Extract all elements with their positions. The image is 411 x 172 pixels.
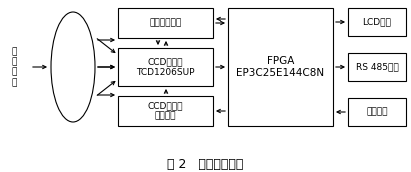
Text: 信号调理电路: 信号调理电路: [149, 19, 182, 28]
Bar: [118, 96, 213, 126]
Ellipse shape: [51, 12, 95, 122]
Text: CCD传感器
TCD1206SUP: CCD传感器 TCD1206SUP: [136, 57, 195, 77]
Text: LCD显示: LCD显示: [363, 18, 391, 26]
Bar: [348, 8, 406, 36]
Text: 图 2   系统组成框图: 图 2 系统组成框图: [167, 158, 244, 170]
Text: FPGA
EP3C25E144C8N: FPGA EP3C25E144C8N: [236, 56, 325, 78]
Bar: [348, 53, 406, 81]
Bar: [348, 98, 406, 126]
Bar: [118, 8, 213, 38]
Bar: [228, 8, 333, 126]
Text: 键盘输入: 键盘输入: [366, 108, 388, 116]
Text: RS 485通信: RS 485通信: [356, 62, 398, 72]
Text: 被
测
物
体: 被 测 物 体: [12, 47, 17, 87]
Bar: [118, 48, 213, 86]
Text: CCD传感器
驱动电路: CCD传感器 驱动电路: [148, 101, 183, 121]
